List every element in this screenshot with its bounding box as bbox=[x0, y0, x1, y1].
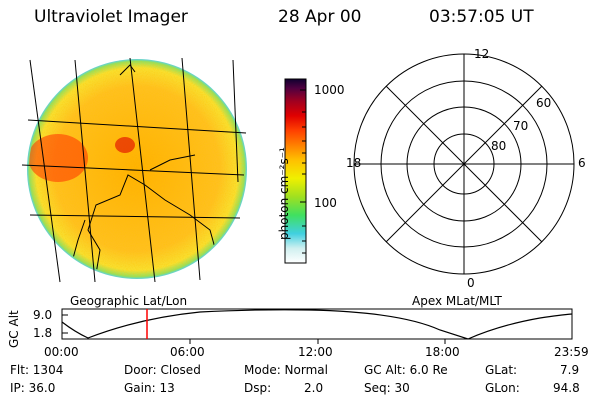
mlt-label-6: 6 bbox=[578, 156, 586, 170]
altitude-ytick-top: 9.0 bbox=[33, 308, 53, 322]
altitude-ytick-bottom: 1.8 bbox=[33, 326, 53, 340]
info-mode: Mode: Normal bbox=[244, 363, 328, 377]
date-text: 28 Apr 00 bbox=[278, 7, 362, 27]
info-door: Door: Closed bbox=[124, 363, 201, 377]
info-glon-value: 94.8 bbox=[553, 381, 580, 395]
uv-image-disk bbox=[21, 57, 247, 283]
mlt-label-12: 12 bbox=[474, 47, 490, 61]
info-dsp-label: Dsp: bbox=[244, 381, 272, 395]
info-ip: IP: 36.0 bbox=[10, 381, 56, 395]
altitude-xtick-4: 23:59 bbox=[554, 345, 589, 359]
polar-plot bbox=[353, 53, 575, 275]
info-glon-label: GLon: bbox=[485, 381, 520, 395]
altitude-plot bbox=[61, 308, 573, 344]
altitude-xtick-3: 18:00 bbox=[425, 345, 460, 359]
mlat-label-80: 80 bbox=[491, 139, 507, 153]
mlt-label-18: 18 bbox=[346, 156, 362, 170]
info-gain: Gain: 13 bbox=[124, 381, 175, 395]
right-map-caption: Apex MLat/MLT bbox=[412, 294, 502, 308]
altitude-xtick-0: 00:00 bbox=[44, 345, 79, 359]
info-glat-value: 7.9 bbox=[560, 363, 580, 377]
mlat-label-60: 60 bbox=[536, 96, 552, 110]
colorbar-label-1000: 1000 bbox=[314, 83, 345, 97]
info-gc-alt: GC Alt: 6.0 Re bbox=[364, 363, 448, 377]
altitude-curve bbox=[61, 309, 573, 340]
instrument-title: Ultraviolet Imager bbox=[34, 7, 188, 27]
info-seq: Seq: 30 bbox=[364, 381, 410, 395]
altitude-xtick-1: 06:00 bbox=[170, 345, 205, 359]
colorbar-unit-label: photon cm⁻²s⁻¹ bbox=[277, 147, 291, 240]
mlt-label-0: 0 bbox=[467, 276, 475, 290]
info-dsp-value: 2.0 bbox=[304, 381, 324, 395]
info-flt: Flt: 1304 bbox=[10, 363, 64, 377]
colorbar bbox=[284, 78, 307, 264]
altitude-xtick-2: 12:00 bbox=[298, 345, 333, 359]
info-glat-label: GLat: bbox=[485, 363, 518, 377]
time-text: 03:57:05 UT bbox=[429, 7, 534, 27]
left-map-caption: Geographic Lat/Lon bbox=[70, 294, 188, 308]
altitude-ylabel: GC Alt bbox=[7, 310, 21, 348]
colorbar-label-100: 100 bbox=[314, 196, 337, 210]
mlat-label-70: 70 bbox=[513, 119, 529, 133]
